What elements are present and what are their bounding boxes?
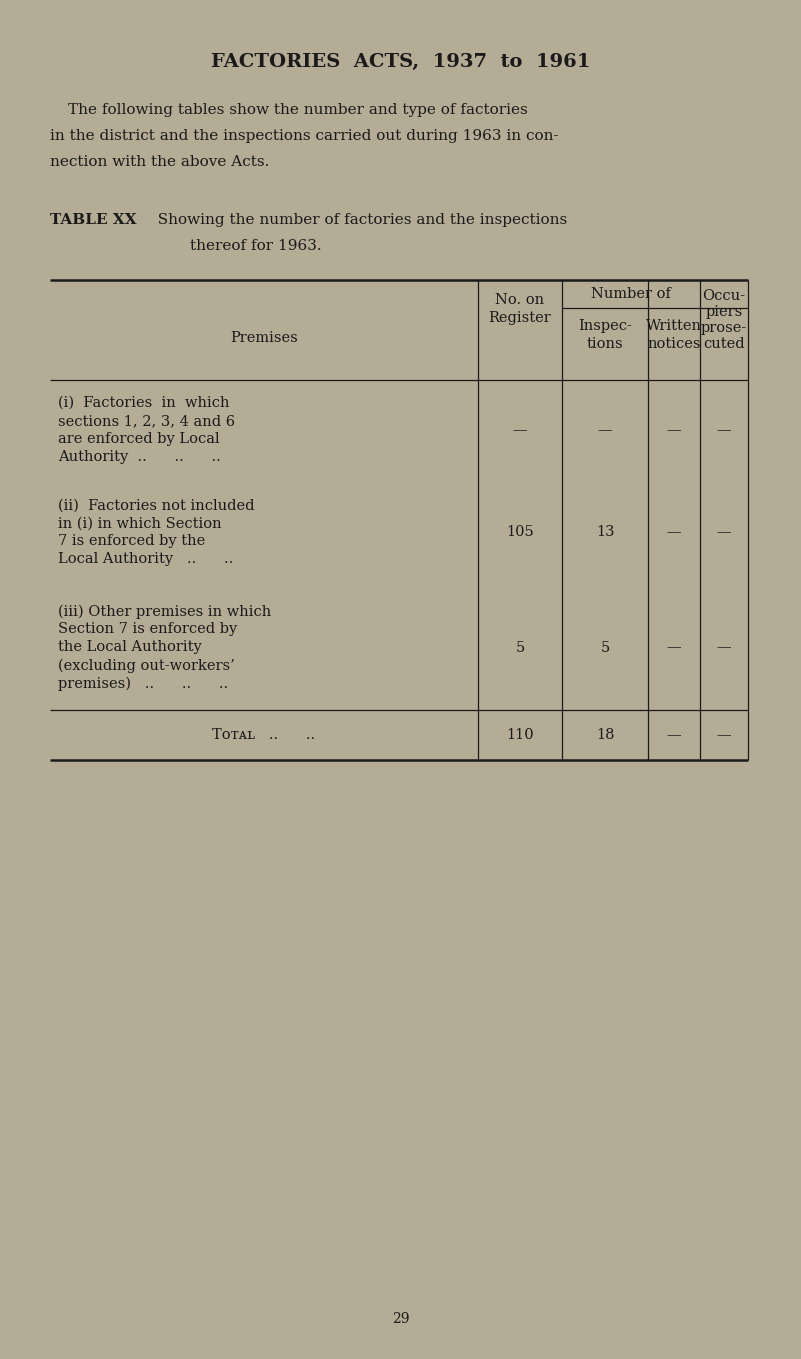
Text: (ii)  Factories not included: (ii) Factories not included bbox=[58, 499, 255, 512]
Text: 110: 110 bbox=[506, 728, 533, 742]
Text: —: — bbox=[666, 640, 682, 655]
Text: Tᴏᴛᴀʟ   ..      ..: Tᴏᴛᴀʟ .. .. bbox=[212, 728, 316, 742]
Text: prose-: prose- bbox=[701, 321, 747, 336]
Text: —: — bbox=[717, 728, 731, 742]
Text: 5: 5 bbox=[515, 640, 525, 655]
Text: Inspec-: Inspec- bbox=[578, 319, 632, 333]
Text: Local Authority   ..      ..: Local Authority .. .. bbox=[58, 553, 233, 567]
Text: —: — bbox=[666, 526, 682, 540]
Text: Authority  ..      ..      ..: Authority .. .. .. bbox=[58, 450, 221, 463]
Text: —: — bbox=[717, 526, 731, 540]
Text: Premises: Premises bbox=[230, 332, 298, 345]
Text: FACTORIES  ACTS,  1937  to  1961: FACTORIES ACTS, 1937 to 1961 bbox=[211, 53, 590, 71]
Text: 29: 29 bbox=[392, 1311, 409, 1326]
Text: 13: 13 bbox=[596, 526, 614, 540]
Text: piers: piers bbox=[706, 304, 743, 319]
Text: —: — bbox=[666, 423, 682, 438]
Text: (iii) Other premises in which: (iii) Other premises in which bbox=[58, 605, 272, 618]
Text: TABLE XX: TABLE XX bbox=[50, 213, 137, 227]
Text: are enforced by Local: are enforced by Local bbox=[58, 432, 219, 446]
Text: 18: 18 bbox=[596, 728, 614, 742]
Text: —: — bbox=[717, 423, 731, 438]
Text: —: — bbox=[598, 423, 612, 438]
Text: the Local Authority: the Local Authority bbox=[58, 640, 202, 655]
Text: tions: tions bbox=[586, 337, 623, 351]
Text: The following tables show the number and type of factories: The following tables show the number and… bbox=[68, 103, 528, 117]
Text: (i)  Factories  in  which: (i) Factories in which bbox=[58, 395, 230, 410]
Text: thereof for 1963.: thereof for 1963. bbox=[190, 239, 322, 253]
Text: nection with the above Acts.: nection with the above Acts. bbox=[50, 155, 269, 169]
Text: notices: notices bbox=[647, 337, 701, 351]
Text: Register: Register bbox=[489, 311, 551, 325]
Text: Number of: Number of bbox=[591, 287, 671, 300]
Text: —: — bbox=[717, 640, 731, 655]
Text: Showing the number of factories and the inspections: Showing the number of factories and the … bbox=[148, 213, 567, 227]
Text: Written: Written bbox=[646, 319, 702, 333]
Text: 7 is enforced by the: 7 is enforced by the bbox=[58, 534, 205, 549]
Text: 5: 5 bbox=[601, 640, 610, 655]
Text: —: — bbox=[513, 423, 527, 438]
Text: sections 1, 2, 3, 4 and 6: sections 1, 2, 3, 4 and 6 bbox=[58, 414, 235, 428]
Text: in the district and the inspections carried out during 1963 in con-: in the district and the inspections carr… bbox=[50, 129, 558, 143]
Text: cuted: cuted bbox=[703, 337, 745, 351]
Text: (excluding out-workers’: (excluding out-workers’ bbox=[58, 658, 235, 673]
Text: Occu-: Occu- bbox=[702, 289, 746, 303]
Text: No. on: No. on bbox=[496, 294, 545, 307]
Text: Section 7 is enforced by: Section 7 is enforced by bbox=[58, 622, 237, 636]
Text: 105: 105 bbox=[506, 526, 534, 540]
Text: in (i) in which Section: in (i) in which Section bbox=[58, 516, 222, 530]
Text: —: — bbox=[666, 728, 682, 742]
Text: premises)   ..      ..      ..: premises) .. .. .. bbox=[58, 677, 228, 690]
